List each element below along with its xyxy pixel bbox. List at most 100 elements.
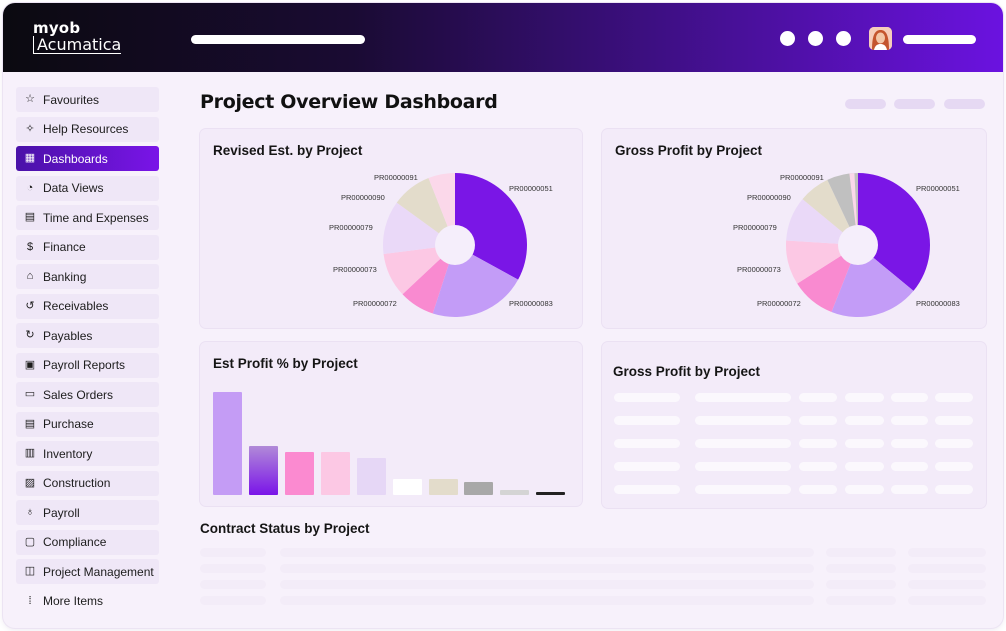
bar-5[interactable] <box>357 457 386 495</box>
sidebar-item-label: Favourites <box>43 92 100 107</box>
sidebar-item-label: Construction <box>43 476 111 490</box>
table-cell-placeholder <box>845 393 884 402</box>
sidebar-item-label: Data Views <box>43 181 104 195</box>
sidebar-item-label: Sales Orders <box>43 387 114 402</box>
pie-label: PR00000091 <box>780 173 824 182</box>
bar-10[interactable] <box>536 491 565 495</box>
sidebar-item-label: Payables <box>43 328 93 343</box>
sidebar-item-label: Project Management <box>43 564 154 579</box>
contract-cell-placeholder <box>826 564 896 573</box>
sidebar-item-time-and-expenses[interactable]: ▤ Time and Expenses <box>16 205 159 230</box>
top-bar: myob Acumatica <box>3 3 1003 72</box>
sidebar-item-sales-orders[interactable]: ▭ Sales Orders <box>16 382 159 407</box>
bank-icon: ⌂ <box>26 270 34 282</box>
sidebar-item-construction[interactable]: ▨ Construction <box>16 470 159 496</box>
search-bar[interactable] <box>191 35 365 44</box>
star-icon: ☆ <box>25 93 35 105</box>
header-action-pill-1[interactable] <box>845 99 886 109</box>
pie-slice-pr00000090[interactable] <box>802 179 858 245</box>
sidebar-item-payables[interactable]: ↻ Payables <box>16 323 159 348</box>
table-cell-placeholder <box>935 462 973 471</box>
bar-3[interactable] <box>285 451 314 495</box>
sidebar-item-label: Payroll <box>43 505 80 520</box>
lightbulb-icon: ✧ <box>25 122 35 135</box>
table-cell-placeholder <box>614 416 680 425</box>
sidebar-item-data-views[interactable]: ◔ Data Views <box>16 175 159 201</box>
sidebar-item-label: Purchase <box>43 417 94 431</box>
myob-acumatica-logo[interactable]: myob Acumatica <box>33 19 122 54</box>
contract-cell-placeholder <box>908 596 986 605</box>
logo-brand-top: myob <box>33 19 81 37</box>
table-cell-placeholder <box>695 439 791 448</box>
sidebar-item-payroll-reports[interactable]: ▣ Payroll Reports <box>16 352 159 378</box>
table-cell-placeholder <box>891 439 928 448</box>
bar-7[interactable] <box>429 478 458 495</box>
bar-4[interactable] <box>321 451 350 495</box>
contract-cell-placeholder <box>200 564 266 573</box>
contract-cell-placeholder <box>280 596 814 605</box>
sidebar-item-payroll[interactable]: ♁ Payroll <box>16 500 159 525</box>
report-icon: ▣ <box>24 358 36 371</box>
sidebar-item-receivables[interactable]: ↺ Receivables <box>16 293 159 319</box>
table-cell-placeholder <box>799 393 837 402</box>
construction-icon: ▨ <box>24 476 36 489</box>
contract-cell-placeholder <box>280 548 814 557</box>
sidebar-item-banking[interactable]: ⌂ Banking <box>16 264 159 289</box>
sidebar-item-purchase[interactable]: ▤ Purchase <box>16 411 159 437</box>
toolbar-dot-2[interactable] <box>808 31 823 46</box>
pie-slice-pr00000072[interactable] <box>402 245 455 314</box>
sidebar-item-help-resources[interactable]: ✧ Help Resources <box>16 116 159 142</box>
pie-slice-pr00000079[interactable] <box>786 199 858 245</box>
project-icon: ◫ <box>24 565 36 577</box>
inventory-icon: ▥ <box>24 447 36 459</box>
dashboard-icon: ▦ <box>24 152 36 164</box>
table-cell-placeholder <box>891 416 928 425</box>
table-cell-placeholder <box>799 485 837 494</box>
table-cell-placeholder <box>845 416 884 425</box>
bar-8[interactable] <box>464 481 493 495</box>
header-action-pill-3[interactable] <box>944 99 985 109</box>
sidebar-item-inventory[interactable]: ▥ Inventory <box>16 441 159 466</box>
bar-6[interactable] <box>393 478 422 495</box>
sidebar-item-more-items[interactable]: ⁞ More Items <box>16 589 159 614</box>
receivables-icon: ↺ <box>25 299 35 312</box>
toolbar-dot-1[interactable] <box>780 31 795 46</box>
sidebar-item-label: Compliance <box>43 535 107 549</box>
pie-icon: ◔ <box>26 181 34 194</box>
header-action-pill-2[interactable] <box>894 99 935 109</box>
toolbar-dot-3[interactable] <box>836 31 851 46</box>
sidebar-item-finance[interactable]: $ Finance <box>16 234 159 260</box>
table-cell-placeholder <box>935 439 973 448</box>
sidebar-item-favourites[interactable]: ☆ Favourites <box>16 87 159 112</box>
username-placeholder[interactable] <box>903 35 976 44</box>
contract-cell-placeholder <box>908 580 986 589</box>
pie-slice-pr00000051[interactable] <box>858 173 930 291</box>
pie-label: PR00000079 <box>733 223 777 232</box>
pie-label: PR00000073 <box>333 265 377 274</box>
avatar[interactable] <box>869 27 892 50</box>
sidebar-item-project-management[interactable]: ◫ Project Management <box>16 559 159 584</box>
grid-icon: ⁞ <box>28 594 32 607</box>
pie-slice-pr00000073[interactable] <box>383 245 455 295</box>
table-cell-placeholder <box>799 416 837 425</box>
pie-slice-pr00000090[interactable] <box>396 178 455 245</box>
bar-1[interactable] <box>213 392 242 495</box>
pie-label: PR00000051 <box>509 184 553 193</box>
bar-9[interactable] <box>500 489 529 495</box>
table-cell-placeholder <box>695 462 791 471</box>
table-cell-placeholder <box>935 485 973 494</box>
sidebar-item-compliance[interactable]: ▢ Compliance <box>16 529 159 555</box>
sidebar-item-dashboards[interactable]: ▦ Dashboards <box>16 146 159 171</box>
sidebar-item-label: Help Resources <box>43 122 129 136</box>
pie-label: PR00000091 <box>374 173 418 182</box>
cart-icon: ▤ <box>24 417 36 430</box>
pie-slice-pr00000072[interactable] <box>797 245 858 312</box>
bar-2[interactable] <box>249 445 278 495</box>
table-cell-placeholder <box>891 393 928 402</box>
pie-label: PR00000072 <box>757 299 801 308</box>
table-cell-placeholder <box>614 462 680 471</box>
sidebar-item-label: Payroll Reports <box>43 358 126 372</box>
contract-cell-placeholder <box>200 580 266 589</box>
pie-label: PR00000083 <box>509 299 553 308</box>
card-title: Est Profit % by Project <box>213 356 358 371</box>
